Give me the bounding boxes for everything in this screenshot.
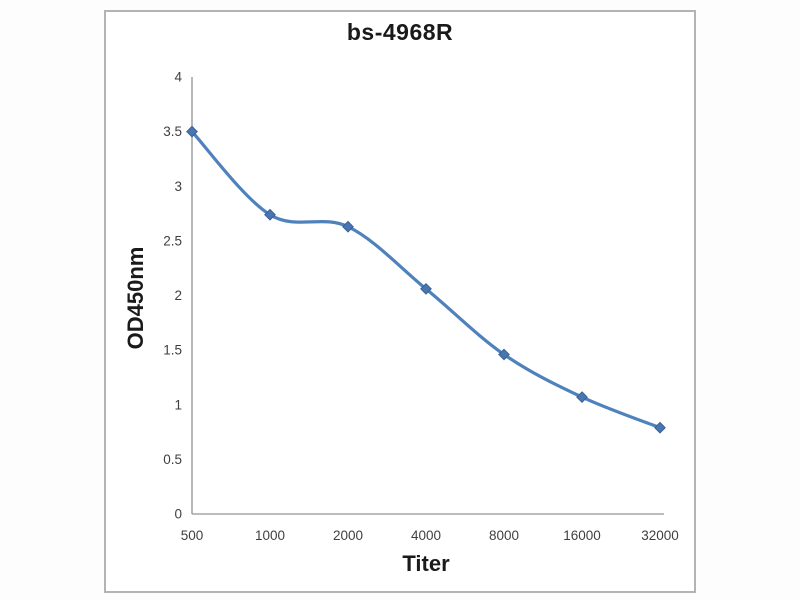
data-point-marker — [186, 125, 198, 138]
y-tick-label: 0.5 — [163, 452, 182, 467]
figure-frame: bs-4968R OD450nm 0 0.5 1 1.5 2 2.5 3 3.5 4 500 100… — [104, 10, 696, 593]
chart-title: bs-4968R — [346, 19, 454, 45]
y-tick-label: 4 — [174, 70, 182, 85]
x-tick-label: 4000 — [411, 528, 441, 543]
data-point-marker — [576, 391, 588, 404]
x-tick-label: 2000 — [333, 528, 363, 543]
x-axis-title: Titer — [402, 551, 450, 576]
y-tick-label: 3.5 — [163, 124, 182, 139]
y-tick-label: 2.5 — [163, 233, 182, 248]
x-tick-label: 8000 — [489, 528, 519, 543]
data-point-marker — [342, 220, 354, 233]
y-tick-label: 0 — [174, 507, 182, 522]
y-tick-label: 1 — [174, 397, 182, 412]
y-tick-label: 2 — [174, 288, 182, 303]
data-point-marker — [264, 208, 276, 221]
data-point-marker — [498, 348, 510, 361]
y-tick-label: 1.5 — [163, 343, 182, 358]
series-line — [190, 130, 662, 430]
line-chart-plot-area: 0 0.5 1 1.5 2 2.5 3 3.5 4 500 1000 2000 4000 8000 1600… — [163, 70, 679, 544]
x-tick-label: 1000 — [255, 528, 285, 543]
data-point-marker — [654, 421, 666, 434]
x-tick-label: 16000 — [563, 528, 601, 543]
data-point-marker — [420, 282, 432, 295]
x-tick-label: 500 — [181, 528, 204, 543]
y-tick-label: 3 — [174, 179, 182, 194]
x-tick-label: 32000 — [641, 528, 679, 543]
